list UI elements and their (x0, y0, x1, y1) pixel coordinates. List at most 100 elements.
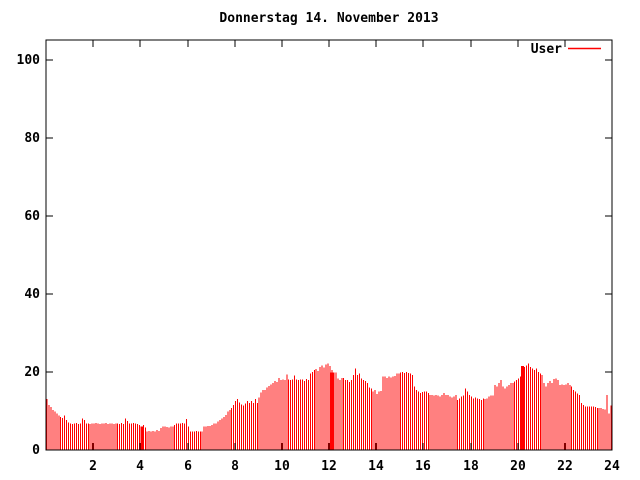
bar (583, 405, 584, 450)
bar (115, 423, 117, 450)
bar (376, 394, 378, 450)
bar (201, 431, 203, 450)
x-tick-label: 14 (368, 459, 384, 474)
bar (439, 396, 441, 450)
bar (478, 398, 480, 450)
bar (298, 380, 300, 450)
bar (107, 424, 109, 450)
bar (48, 405, 50, 450)
x-tick-label: 6 (184, 459, 192, 474)
bar (60, 417, 62, 450)
bar (235, 400, 237, 450)
bar (321, 365, 323, 450)
bar (136, 424, 138, 450)
bar (182, 423, 184, 450)
bar (199, 431, 201, 450)
y-tick-label: 40 (24, 287, 40, 302)
bar (274, 380, 276, 450)
bar (158, 430, 160, 450)
bar (496, 386, 498, 450)
legend: User (531, 42, 601, 57)
bar (529, 366, 531, 450)
bar (207, 426, 209, 450)
bar (81, 418, 83, 450)
bar (514, 381, 516, 450)
bar (164, 426, 166, 450)
bar (557, 380, 559, 450)
bar (470, 396, 472, 450)
bar (117, 423, 119, 450)
bar (280, 380, 282, 450)
bar (339, 380, 341, 450)
bar (526, 365, 528, 450)
bar (394, 375, 396, 450)
bar (305, 378, 307, 450)
bar (435, 394, 437, 450)
bar (451, 397, 453, 450)
bar (355, 368, 357, 450)
bar (590, 406, 592, 450)
bar (480, 400, 482, 450)
bar (296, 379, 298, 450)
bar (221, 418, 223, 450)
bar (406, 371, 408, 450)
bar (347, 380, 349, 450)
bar (50, 407, 52, 450)
bar (465, 388, 467, 450)
bar (256, 402, 258, 450)
bar (380, 391, 382, 450)
bar (272, 382, 274, 450)
bar (543, 383, 545, 450)
bar (443, 392, 445, 450)
bar (592, 406, 594, 450)
bar (213, 423, 215, 450)
bar (252, 402, 254, 450)
bar (476, 398, 478, 450)
bar (461, 396, 463, 450)
bar (46, 399, 48, 450)
bar (284, 380, 286, 450)
bar (58, 415, 60, 450)
bar (160, 428, 162, 450)
bar (545, 386, 547, 450)
bar (217, 421, 219, 450)
bar (152, 430, 154, 450)
bar (268, 385, 270, 450)
bar (99, 424, 101, 450)
bar (254, 399, 256, 450)
bar (561, 384, 563, 450)
bar (109, 423, 111, 450)
bar (248, 402, 250, 450)
bar (469, 394, 471, 450)
bar (498, 383, 500, 450)
bar (95, 423, 97, 450)
bar (417, 391, 419, 450)
bar (219, 419, 221, 450)
bar (516, 380, 518, 450)
bar (64, 415, 66, 450)
bar (319, 366, 321, 450)
bar (79, 423, 81, 450)
bar (384, 376, 386, 450)
bar-dense (140, 426, 144, 450)
bar (294, 375, 296, 450)
bar (307, 380, 309, 450)
bar (276, 382, 278, 450)
bar (144, 427, 146, 450)
bar (602, 409, 604, 450)
bar (486, 398, 488, 450)
bar (166, 426, 168, 450)
bar (345, 380, 347, 450)
bar (606, 394, 608, 450)
bar (327, 363, 329, 450)
bar (563, 384, 565, 450)
bar (400, 372, 402, 450)
bar (425, 391, 427, 450)
bar (132, 423, 134, 450)
bar (457, 400, 459, 450)
bar (427, 392, 429, 450)
bar (300, 379, 301, 450)
bar (258, 397, 260, 450)
bar (203, 426, 205, 450)
